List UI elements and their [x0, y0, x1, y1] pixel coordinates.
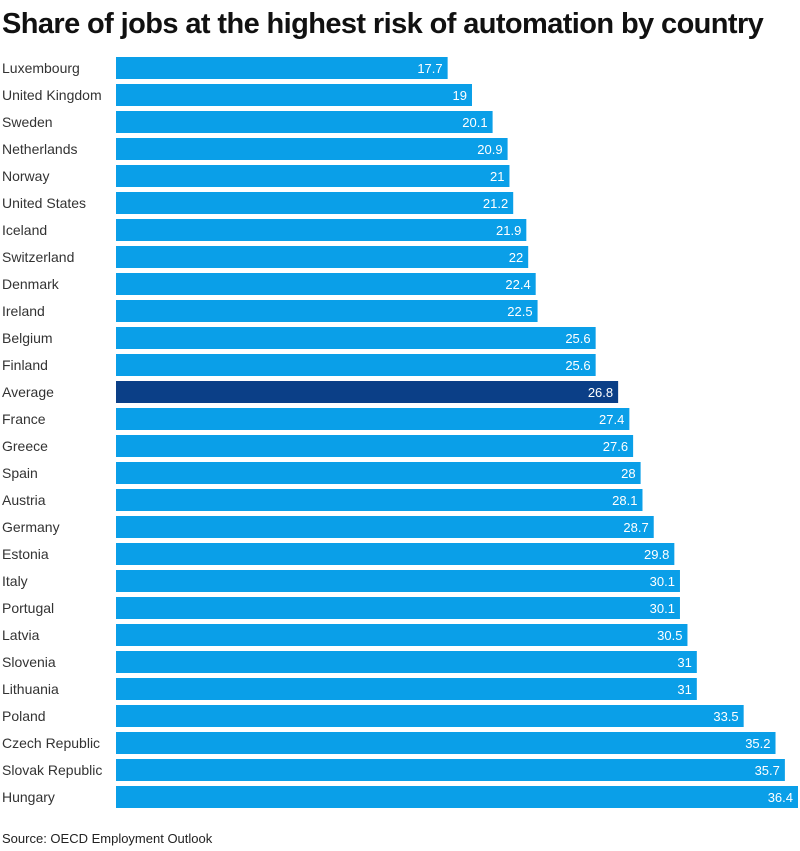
category-label: Ireland	[2, 303, 45, 319]
category-label: Greece	[2, 438, 48, 454]
bar-italy	[116, 570, 680, 592]
category-label: Latvia	[2, 627, 40, 643]
value-label: 28	[621, 466, 635, 481]
category-label: Estonia	[2, 546, 49, 562]
value-label: 25.6	[565, 331, 590, 346]
bar-switzerland	[116, 246, 529, 268]
bar-slovenia	[116, 651, 697, 673]
category-label: Netherlands	[2, 141, 78, 157]
value-label: 28.1	[612, 493, 637, 508]
value-label: 36.4	[768, 790, 793, 805]
category-label: Lithuania	[2, 681, 59, 697]
value-label: 30.5	[657, 628, 682, 643]
category-label: Finland	[2, 357, 48, 373]
category-label: Spain	[2, 465, 38, 481]
category-label: Norway	[2, 168, 49, 184]
bar-germany	[116, 516, 654, 538]
category-label: Italy	[2, 573, 28, 589]
category-label: Austria	[2, 492, 46, 508]
category-label: Slovak Republic	[2, 762, 102, 778]
bar-poland	[116, 705, 744, 727]
value-label: 29.8	[644, 547, 669, 562]
value-label: 21.9	[496, 223, 521, 238]
value-label: 20.1	[462, 115, 487, 130]
category-label: Belgium	[2, 330, 53, 346]
bar-france	[116, 408, 630, 430]
bar-luxembourg	[116, 57, 448, 79]
value-label: 27.6	[603, 439, 628, 454]
value-label: 30.1	[650, 574, 675, 589]
value-label: 33.5	[713, 709, 738, 724]
value-label: 22.4	[505, 277, 530, 292]
bar-iceland	[116, 219, 527, 241]
bar-denmark	[116, 273, 536, 295]
category-label: Czech Republic	[2, 735, 100, 751]
value-label: 26.8	[588, 385, 613, 400]
bar-czech-republic	[116, 732, 776, 754]
category-label: Poland	[2, 708, 46, 724]
category-label: Portugal	[2, 600, 54, 616]
category-label: Denmark	[2, 276, 60, 292]
bar-average	[116, 381, 619, 403]
value-label: 17.7	[417, 61, 442, 76]
value-label: 35.2	[745, 736, 770, 751]
value-label: 21	[490, 169, 504, 184]
bar-united-kingdom	[116, 84, 472, 106]
category-label: Average	[2, 384, 54, 400]
category-label: Iceland	[2, 222, 47, 238]
bar-spain	[116, 462, 641, 484]
value-label: 19	[453, 88, 467, 103]
bar-sweden	[116, 111, 493, 133]
bar-hungary	[116, 786, 798, 808]
bar-latvia	[116, 624, 688, 646]
bar-portugal	[116, 597, 680, 619]
bar-norway	[116, 165, 510, 187]
category-label: Germany	[2, 519, 60, 535]
bar-estonia	[116, 543, 675, 565]
bar-austria	[116, 489, 643, 511]
source-note: Source: OECD Employment Outlook	[2, 831, 213, 846]
bar-ireland	[116, 300, 538, 322]
value-label: 28.7	[623, 520, 648, 535]
bar-slovak-republic	[116, 759, 785, 781]
value-label: 35.7	[755, 763, 780, 778]
category-label: United States	[2, 195, 86, 211]
value-label: 27.4	[599, 412, 624, 427]
category-label: Switzerland	[2, 249, 74, 265]
category-label: Hungary	[2, 789, 55, 805]
category-label: France	[2, 411, 46, 427]
value-label: 31	[677, 682, 691, 697]
value-label: 22	[509, 250, 523, 265]
category-label: United Kingdom	[2, 87, 102, 103]
bar-netherlands	[116, 138, 508, 160]
value-label: 21.2	[483, 196, 508, 211]
value-label: 25.6	[565, 358, 590, 373]
value-label: 30.1	[650, 601, 675, 616]
value-label: 31	[677, 655, 691, 670]
bar-finland	[116, 354, 596, 376]
bar-greece	[116, 435, 634, 457]
bar-united-states	[116, 192, 514, 214]
bar-belgium	[116, 327, 596, 349]
bar-lithuania	[116, 678, 697, 700]
value-label: 22.5	[507, 304, 532, 319]
category-label: Luxembourg	[2, 60, 80, 76]
value-label: 20.9	[477, 142, 502, 157]
category-label: Slovenia	[2, 654, 56, 670]
category-label: Sweden	[2, 114, 53, 130]
chart-title: Share of jobs at the highest risk of aut…	[2, 8, 764, 40]
